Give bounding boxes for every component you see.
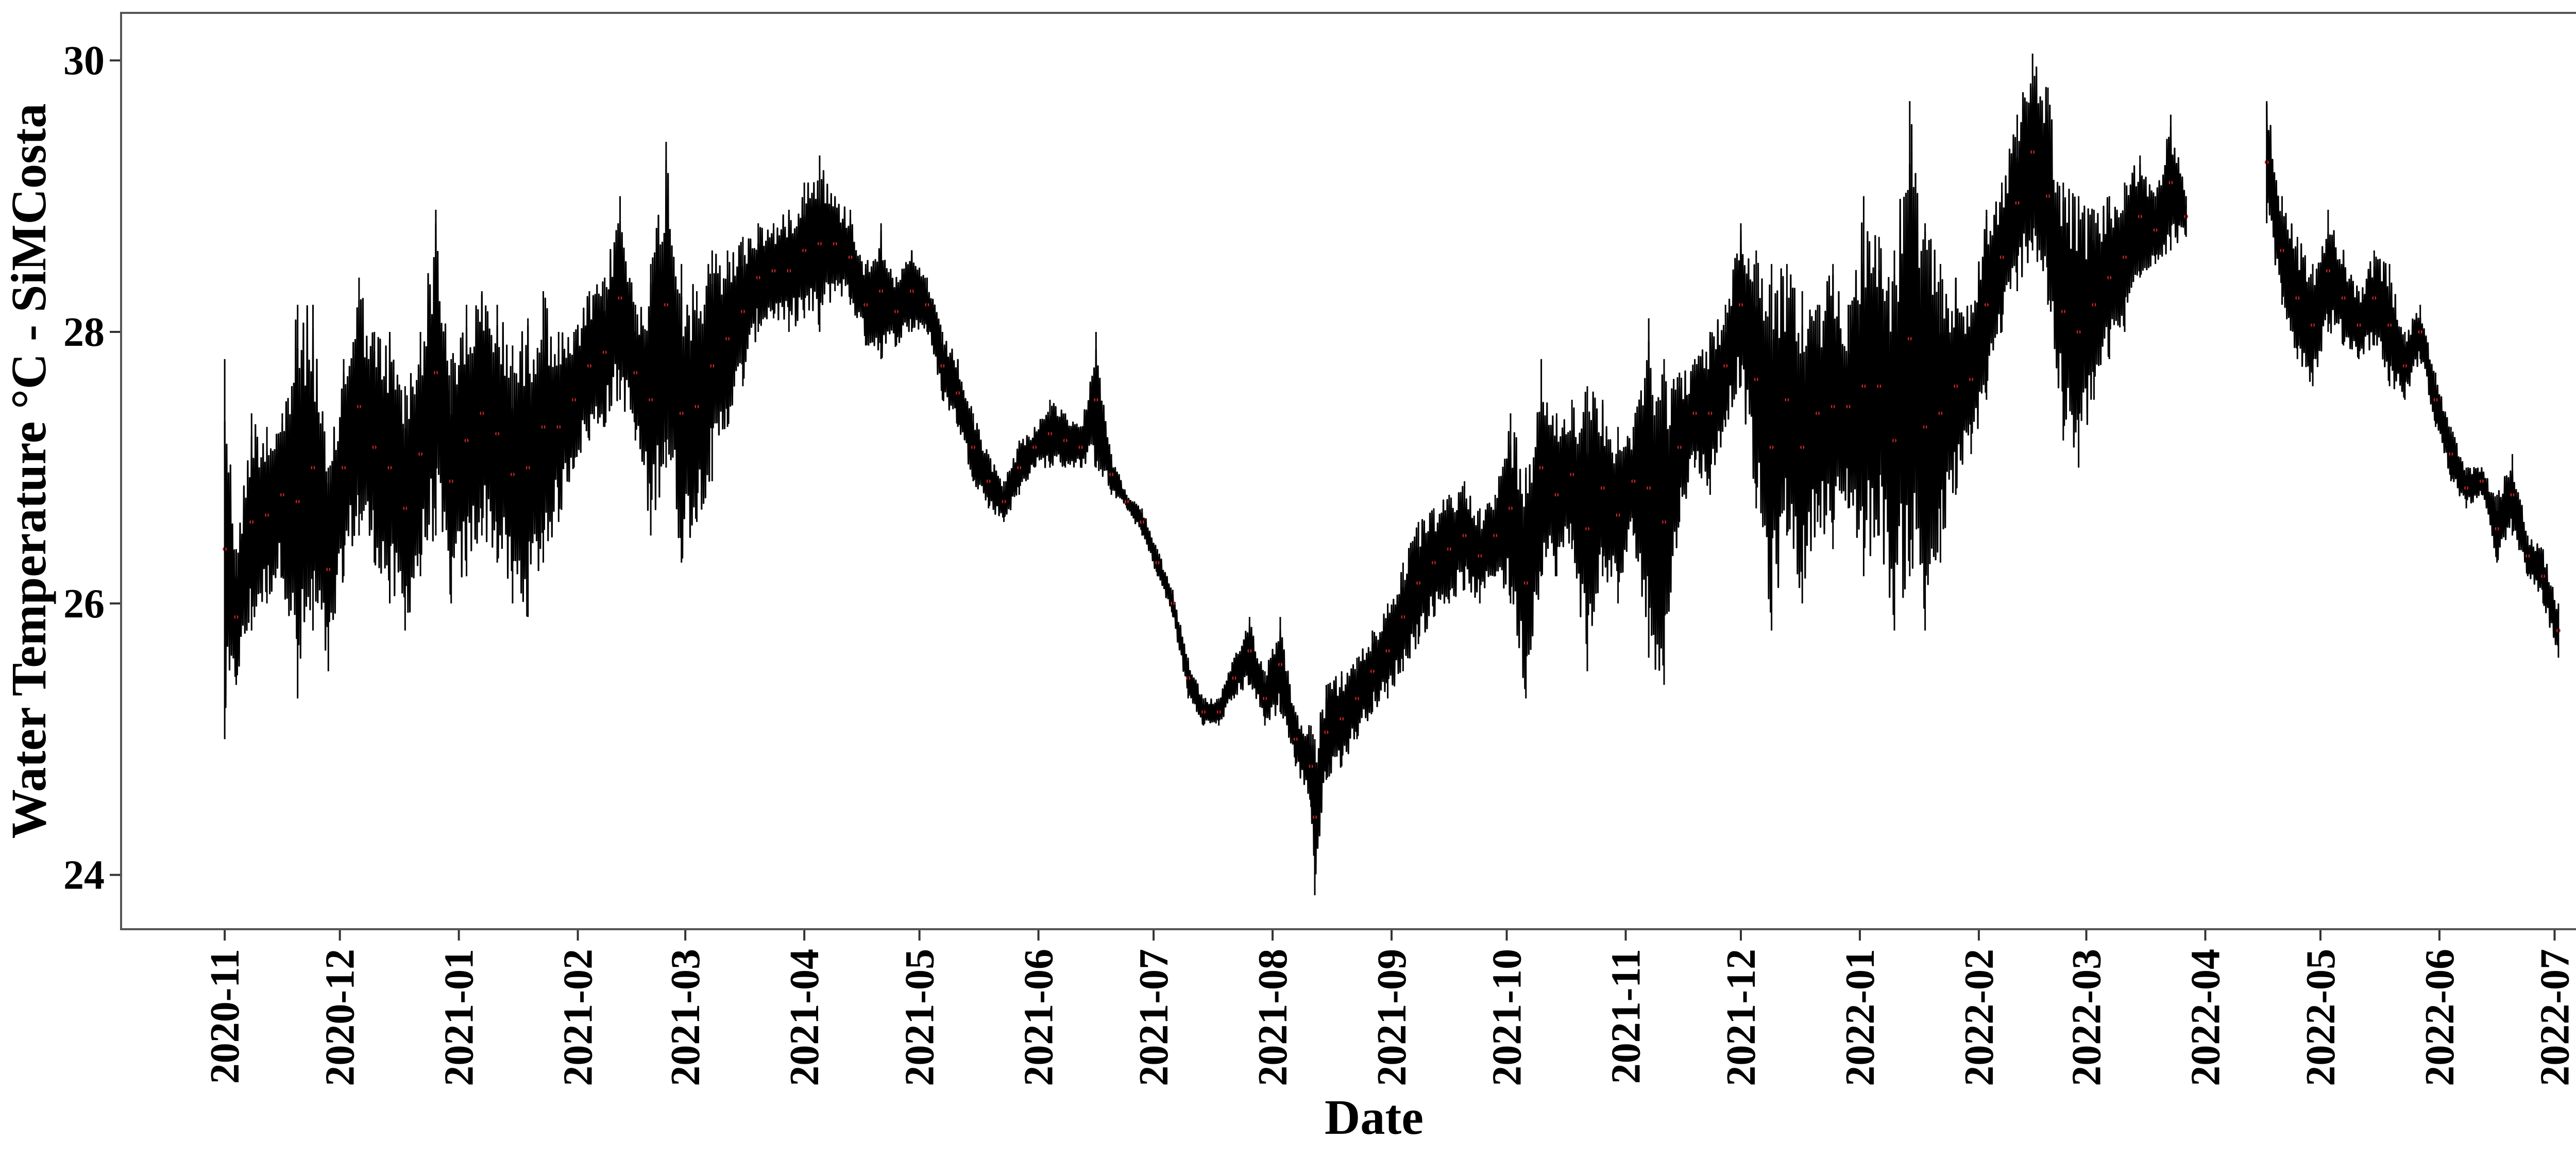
x-tick-label: 2020-11 (202, 949, 248, 1084)
x-tick-label: 2022-03 (2064, 949, 2110, 1086)
y-axis: 24 26 28 30 (63, 38, 121, 898)
y-tick-label: 30 (63, 38, 105, 83)
x-tick-label: 2021-07 (1131, 949, 1177, 1086)
x-tick-label: 2022-06 (2417, 949, 2463, 1086)
series-line-segment (224, 66, 2187, 875)
x-tick-label: 2020-12 (318, 949, 363, 1086)
x-tick-label: 2021-03 (663, 949, 708, 1086)
x-tick-label: 2021-09 (1369, 949, 1415, 1086)
x-tick-label: 2021-01 (437, 949, 482, 1086)
x-tick-label: 2021-10 (1485, 949, 1530, 1086)
x-tick-label: 2022-04 (2183, 949, 2228, 1086)
x-tick-label: 2021-04 (782, 949, 827, 1086)
x-axis: 2020-11 2020-12 2021-01 2021-02 2021-03 2021-… (202, 929, 2576, 1086)
x-axis-title: Date (1325, 1089, 1423, 1145)
y-tick-label: 24 (63, 853, 105, 898)
plot-frame (120, 12, 2576, 930)
x-tick-label: 2022-01 (1838, 949, 1883, 1086)
y-axis-title: Water Temperature °C - SiMCosta (1, 104, 56, 839)
x-tick-label: 2021-02 (556, 949, 601, 1086)
x-tick-label: 2021-05 (897, 949, 943, 1086)
x-tick-label: 2022-02 (1957, 949, 2002, 1086)
x-tick-label: 2021-08 (1250, 949, 1296, 1086)
x-tick-label: 2021-11 (1603, 949, 1649, 1084)
y-tick-label: 26 (63, 581, 105, 627)
x-tick-label: 2022-05 (2298, 949, 2344, 1086)
x-tick-label: 2022-07 (2532, 949, 2576, 1086)
series-line-segment (2266, 103, 2560, 646)
series-layer (223, 54, 2561, 896)
x-tick-label: 2021-06 (1016, 949, 1062, 1086)
x-tick-label: 2021-12 (1719, 949, 1764, 1086)
y-tick-label: 28 (63, 310, 105, 355)
